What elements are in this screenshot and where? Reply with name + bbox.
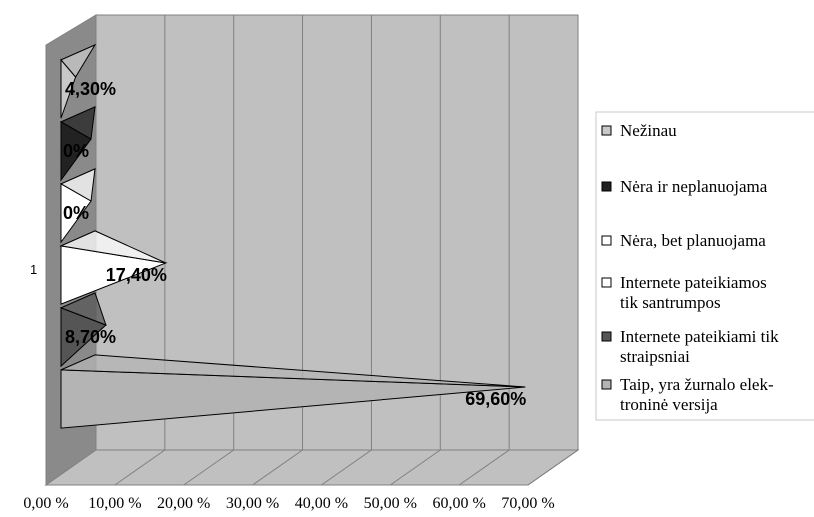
- data-label: 69,60%: [465, 389, 526, 409]
- cone-bar: [60, 43, 97, 119]
- legend: Nežinau Nėra ir neplanuojama Nėra, bet pla…: [595, 111, 814, 421]
- x-tick-label: 60,00 %: [432, 495, 485, 512]
- data-label: 8,70%: [65, 327, 116, 347]
- legend-item: Nežinau: [601, 121, 677, 140]
- floor-gridline: [458, 449, 510, 486]
- legend-label: Taip, yra žurnalo elek-: [620, 375, 774, 394]
- data-label: 0%: [63, 203, 89, 223]
- legend-swatch: [601, 235, 612, 246]
- legend-label: Internete pateikiami tik: [620, 327, 779, 346]
- legend-swatch: [601, 125, 612, 136]
- cone-bar: [59, 292, 107, 368]
- legend-label: tik santrumpos: [620, 293, 721, 312]
- legend-label: Internete pateikiamos: [620, 273, 767, 292]
- floor-gridline: [527, 449, 579, 486]
- floor-gridline: [389, 449, 441, 486]
- cone-bar: [59, 230, 168, 305]
- x-tick-label: 50,00 %: [364, 495, 417, 512]
- category-label: 1: [30, 262, 37, 277]
- legend-label: Nežinau: [620, 121, 677, 140]
- x-tick-label: 0,00 %: [23, 495, 68, 512]
- chart-floor: [44, 449, 580, 486]
- floor-gridline: [252, 449, 303, 486]
- x-tick-label: 30,00 %: [226, 495, 279, 512]
- legend-item: Taip, yra žurnalo elek-troninė versija: [601, 375, 774, 414]
- cone-back-face: [60, 354, 526, 388]
- floor-gridline: [183, 449, 235, 486]
- x-tick-label: 40,00 %: [295, 495, 348, 512]
- cone-back-face: [59, 230, 167, 264]
- legend-label: Nėra ir neplanuojama: [620, 177, 768, 196]
- legend-item: Nėra, bet planuojama: [601, 231, 766, 250]
- legend-swatch: [601, 181, 612, 192]
- floor-gridline: [114, 449, 166, 486]
- cone-back-face: [60, 43, 97, 78]
- legend-swatch: [601, 331, 612, 342]
- x-tick-label: 10,00 %: [88, 495, 141, 512]
- x-tick-label: 70,00 %: [501, 495, 554, 512]
- cone-bar: [59, 168, 96, 244]
- legend-item: Nėra ir neplanuojama: [601, 177, 768, 196]
- legend-label: straipsniai: [620, 347, 690, 366]
- cone-bar: [60, 354, 526, 429]
- legend-label: Nėra, bet planuojama: [620, 231, 766, 250]
- legend-box: [595, 111, 814, 421]
- legend-swatch: [601, 379, 612, 390]
- cone-bar: [59, 106, 96, 182]
- cone-back-face: [59, 106, 96, 140]
- legend-label: troninė versija: [620, 395, 718, 414]
- floor-gridline: [321, 449, 372, 486]
- data-label: 4,30%: [65, 79, 116, 99]
- cone-back-face: [59, 168, 96, 202]
- cone-back-face: [59, 292, 107, 326]
- data-label: 0%: [63, 141, 89, 161]
- data-label: 17,40%: [106, 265, 167, 285]
- legend-swatch: [601, 277, 612, 288]
- x-tick-label: 20,00 %: [157, 495, 210, 512]
